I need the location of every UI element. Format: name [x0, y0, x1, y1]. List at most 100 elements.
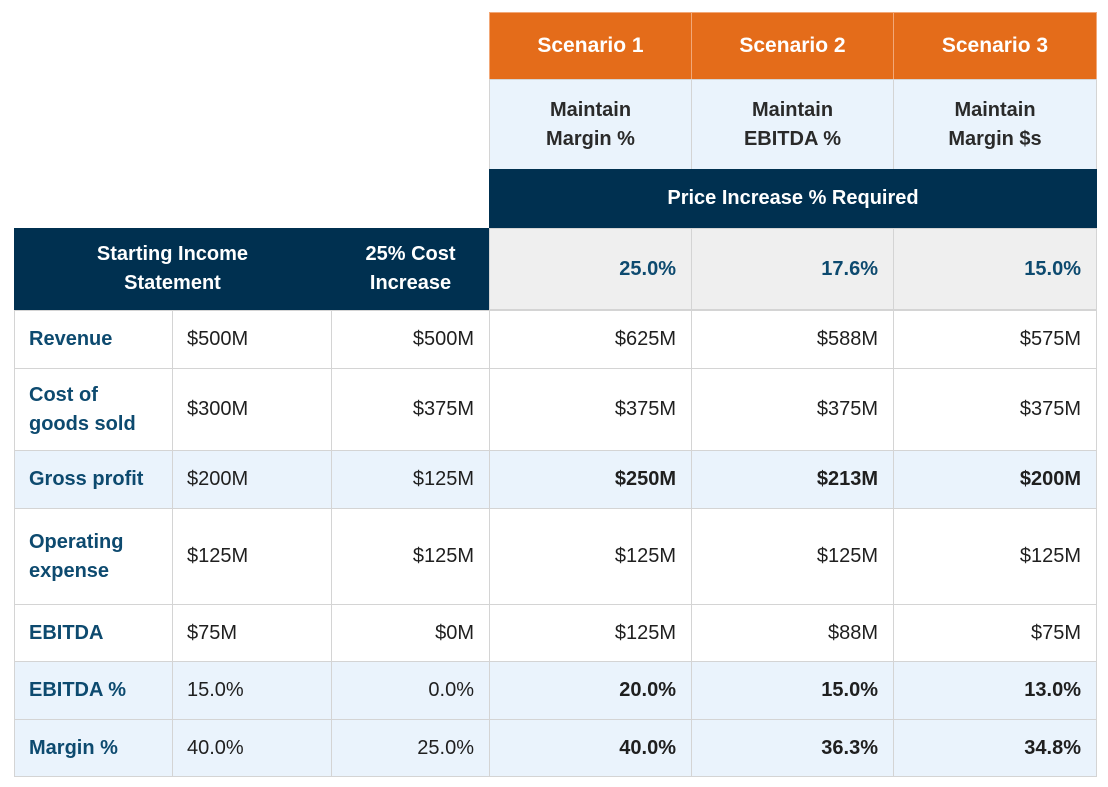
row-label: Revenue: [14, 310, 173, 369]
scenario-1-name: Scenario 1: [537, 34, 644, 57]
row-value-text: $125M: [412, 545, 474, 567]
row-value-cost-increase: $500M: [331, 310, 490, 369]
row-value-s2: 15.0%: [691, 661, 894, 720]
row-label-text: Margin %: [29, 736, 118, 759]
row-value-cost-increase: 25.0%: [331, 719, 490, 777]
row-label: Margin %: [14, 719, 173, 777]
scenario-2-price-increase-value: 17.6%: [821, 257, 878, 280]
row-label: Cost of goods sold: [14, 368, 173, 451]
row-value-text: 34.8%: [1024, 736, 1081, 759]
row-value-s2: 36.3%: [691, 719, 894, 777]
scenario-2-approach: Maintain EBITDA %: [691, 79, 894, 170]
row-value-text: $125M: [816, 545, 878, 567]
starting-income-header: Starting Income Statement: [14, 228, 331, 310]
row-label-text: EBITDA %: [29, 679, 127, 701]
scenario-3-header: Scenario 3: [893, 12, 1097, 80]
row-value-starting: $125M: [172, 508, 332, 605]
scenario-2-header: Scenario 2: [691, 12, 894, 80]
scenario-1-header: Scenario 1: [489, 12, 692, 80]
row-value-text: $375M: [614, 398, 676, 420]
row-label: Operating expense: [14, 508, 173, 605]
row-label-text: Revenue: [29, 328, 113, 350]
row-value-text: $375M: [412, 398, 474, 420]
row-value-s2: $375M: [691, 368, 894, 451]
row-value-text: 25.0%: [417, 736, 474, 759]
row-value-s1: $625M: [489, 310, 692, 369]
row-value-text: 36.3%: [821, 736, 878, 759]
row-value-text: $500M: [412, 328, 474, 350]
row-value-text: $125M: [614, 545, 676, 567]
row-value-starting: $300M: [172, 368, 332, 451]
cost-increase-header: 25% Cost Increase: [331, 228, 490, 310]
scenario-3-price-increase: 15.0%: [893, 228, 1097, 310]
scenario-3-approach-text: Maintain Margin $s: [948, 98, 1042, 150]
row-value-s3: $200M: [893, 450, 1097, 509]
row-value-s3: $575M: [893, 310, 1097, 369]
scenario-3-price-increase-value: 15.0%: [1024, 257, 1081, 280]
cost-increase-header-text: 25% Cost Increase: [365, 243, 456, 294]
row-value-cost-increase: $125M: [331, 450, 490, 509]
row-value-s1: 40.0%: [489, 719, 692, 777]
scenario-2-name: Scenario 2: [739, 34, 846, 57]
row-value-starting: 15.0%: [172, 661, 332, 720]
row-value-text: $75M: [1030, 621, 1081, 644]
row-value-text: $213M: [816, 468, 878, 490]
row-value-text: 20.0%: [619, 679, 676, 701]
row-value-text: $375M: [816, 398, 878, 420]
row-value-s3: $75M: [893, 604, 1097, 662]
row-value-text: 40.0%: [187, 736, 244, 759]
row-value-s1: $125M: [489, 604, 692, 662]
row-value-s1: $125M: [489, 508, 692, 605]
row-value-text: $250M: [614, 468, 676, 490]
scenario-1-approach: Maintain Margin %: [489, 79, 692, 170]
row-value-text: 15.0%: [821, 679, 878, 701]
starting-income-header-text: Starting Income Statement: [96, 243, 249, 294]
scenario-2-price-increase: 17.6%: [691, 228, 894, 310]
row-value-s1: 20.0%: [489, 661, 692, 720]
row-value-s3: $375M: [893, 368, 1097, 451]
row-value-text: $375M: [1019, 398, 1081, 420]
row-value-s3: $125M: [893, 508, 1097, 605]
scenario-1-price-increase: 25.0%: [489, 228, 692, 310]
row-value-cost-increase: $375M: [331, 368, 490, 451]
row-value-s2: $213M: [691, 450, 894, 509]
row-value-text: 40.0%: [619, 736, 676, 759]
scenario-1-approach-text: Maintain Margin %: [546, 98, 635, 150]
row-value-s3: 13.0%: [893, 661, 1097, 720]
row-value-text: 15.0%: [187, 679, 244, 701]
row-value-text: $625M: [614, 328, 676, 350]
row-value-cost-increase: $0M: [331, 604, 490, 662]
row-value-text: $588M: [816, 328, 878, 350]
price-increase-header-text: Price Increase % Required: [667, 187, 919, 209]
row-label-text: Cost of goods sold: [29, 383, 136, 435]
row-value-starting: 40.0%: [172, 719, 332, 777]
row-value-text: 13.0%: [1024, 679, 1081, 701]
row-value-text: $300M: [187, 398, 249, 420]
row-label-text: EBITDA: [29, 621, 104, 644]
row-value-text: $88M: [827, 621, 878, 644]
scenario-2-approach-text: Maintain EBITDA %: [743, 98, 842, 150]
row-value-s3: 34.8%: [893, 719, 1097, 777]
row-value-s2: $125M: [691, 508, 894, 605]
row-value-cost-increase: 0.0%: [331, 661, 490, 720]
row-value-s1: $375M: [489, 368, 692, 451]
row-value-starting: $200M: [172, 450, 332, 509]
row-value-text: $125M: [1019, 545, 1081, 567]
row-value-text: $200M: [187, 468, 249, 490]
row-value-text: $575M: [1019, 328, 1081, 350]
row-label: EBITDA: [14, 604, 173, 662]
row-value-text: $200M: [1019, 468, 1081, 490]
row-label: EBITDA %: [14, 661, 173, 720]
row-value-text: $75M: [187, 621, 238, 644]
row-value-cost-increase: $125M: [331, 508, 490, 605]
row-value-text: $125M: [187, 545, 249, 567]
row-value-text: $500M: [187, 328, 249, 350]
row-value-text: $0M: [435, 621, 474, 644]
scenario-1-price-increase-value: 25.0%: [619, 257, 676, 280]
row-value-text: $125M: [614, 621, 676, 644]
row-value-text: $125M: [412, 468, 474, 490]
row-value-s2: $88M: [691, 604, 894, 662]
row-value-starting: $500M: [172, 310, 332, 369]
row-label-text: Gross profit: [29, 468, 144, 490]
scenario-3-name: Scenario 3: [941, 34, 1049, 57]
